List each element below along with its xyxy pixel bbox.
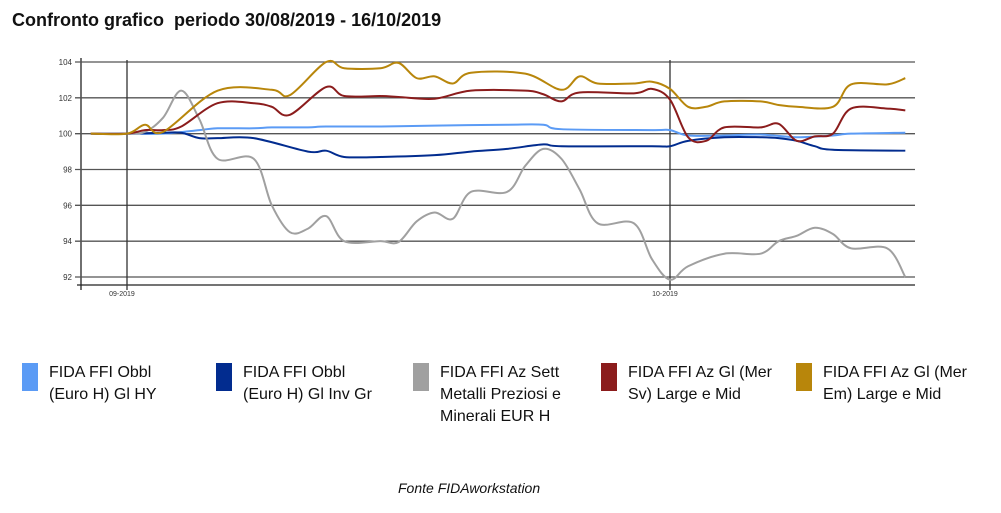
legend-swatch [216,363,232,391]
y-tick-label: 94 [63,237,72,246]
y-tick-label: 98 [63,166,72,175]
series-line [90,131,906,159]
legend-label: FIDA FFI Obbl (Euro H) Gl HY [49,364,157,403]
legend-label: FIDA FFI Az Gl (Mer Em) Large e Mid [823,364,968,403]
x-tick-label: 09-2019 [109,291,135,298]
series-line [90,59,906,136]
series-line [90,85,906,144]
y-tick-label: 104 [59,58,73,67]
y-tick-label: 102 [59,94,73,103]
y-tick-label: 96 [63,201,72,210]
legend-swatch [413,363,429,391]
line-chart: 92 94 96 98 100 102 104 09-2019 10-2019 [59,58,915,298]
legend-label: FIDA FFI Obbl (Euro H) Gl Inv Gr [243,364,372,403]
source-note: Fonte FIDAworkstation [398,480,541,496]
legend-label: FIDA FFI Az Sett Metalli Preziosi e Mine… [440,364,561,425]
legend-swatch [796,363,812,391]
legend-label: FIDA FFI Az Gl (Mer Sv) Large e Mid [628,364,773,403]
legend-swatch [22,363,38,391]
y-tick-label: 92 [63,273,72,282]
legend-swatch [601,363,617,391]
y-tick-label: 100 [59,130,73,139]
series-line [90,89,907,281]
page-title: Confronto grafico periodo 30/08/2019 - 1… [12,10,442,30]
series-line [90,123,906,139]
x-tick-label: 10-2019 [652,291,678,298]
legend: FIDA FFI Obbl (Euro H) Gl HY FIDA FFI Ob… [0,362,1001,462]
